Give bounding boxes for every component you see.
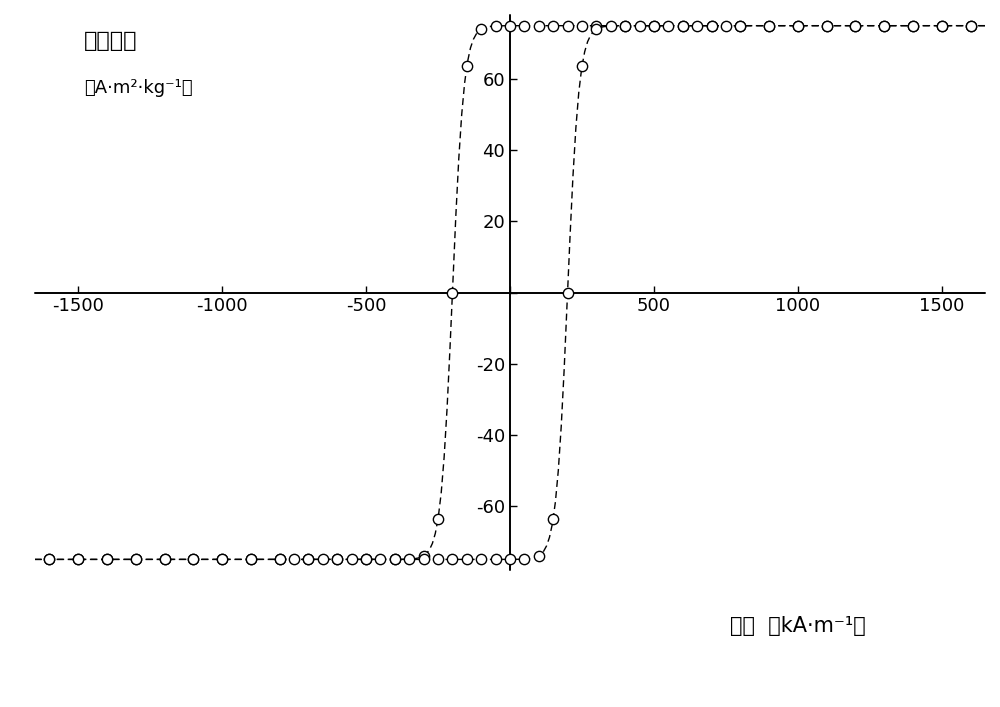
Point xyxy=(761,20,777,31)
Point xyxy=(646,20,662,31)
Point xyxy=(286,554,302,565)
Point xyxy=(675,20,691,31)
Point xyxy=(387,554,403,565)
Point xyxy=(358,554,374,565)
Point xyxy=(185,554,201,565)
Point xyxy=(761,20,777,31)
Point xyxy=(387,554,403,565)
Point xyxy=(430,513,446,525)
Point xyxy=(545,513,561,525)
Point xyxy=(372,554,388,565)
Point xyxy=(502,554,518,565)
Point xyxy=(905,20,921,31)
Point xyxy=(560,20,576,31)
Point xyxy=(99,554,115,565)
Point xyxy=(401,554,417,565)
Point xyxy=(300,554,316,565)
Point xyxy=(876,20,892,31)
Point xyxy=(790,20,806,31)
Point xyxy=(790,20,806,31)
Point xyxy=(488,21,504,32)
Point xyxy=(344,554,360,565)
Point xyxy=(416,554,432,565)
Point xyxy=(444,287,460,298)
Point xyxy=(41,554,57,565)
Point xyxy=(617,20,633,31)
Point xyxy=(531,20,547,31)
Point xyxy=(819,20,835,31)
Point xyxy=(516,20,532,31)
Point xyxy=(444,554,460,565)
Point xyxy=(459,554,475,565)
Point xyxy=(934,20,950,31)
Point xyxy=(99,554,115,565)
Point xyxy=(646,20,662,31)
Point xyxy=(963,20,979,31)
Point xyxy=(603,21,619,32)
Point xyxy=(329,554,345,565)
Point xyxy=(473,23,489,35)
Point xyxy=(588,23,604,35)
Point xyxy=(70,554,86,565)
Text: （A·m²·kg⁻¹）: （A·m²·kg⁻¹） xyxy=(84,79,193,97)
Point xyxy=(574,20,590,31)
Point xyxy=(459,61,475,72)
Point xyxy=(473,554,489,565)
Point xyxy=(157,554,173,565)
Point xyxy=(243,554,259,565)
Point xyxy=(588,20,604,31)
Point xyxy=(876,20,892,31)
Point xyxy=(732,20,748,31)
Point xyxy=(963,20,979,31)
Point xyxy=(70,554,86,565)
Point xyxy=(157,554,173,565)
Point xyxy=(358,554,374,565)
Point xyxy=(934,20,950,31)
Text: 磁化强度: 磁化强度 xyxy=(84,30,137,51)
Point xyxy=(905,20,921,31)
Point xyxy=(416,550,432,561)
Point xyxy=(502,20,518,31)
Point xyxy=(488,554,504,565)
Point xyxy=(214,554,230,565)
Point xyxy=(272,554,288,565)
Point xyxy=(531,550,547,561)
Point xyxy=(128,554,144,565)
Point xyxy=(329,554,345,565)
Point xyxy=(675,20,691,31)
Point xyxy=(545,20,561,31)
Point xyxy=(243,554,259,565)
Point xyxy=(847,20,863,31)
Point xyxy=(41,554,57,565)
Point xyxy=(689,20,705,31)
Point xyxy=(617,20,633,31)
Point xyxy=(516,554,532,565)
Point xyxy=(315,554,331,565)
Point xyxy=(704,20,720,31)
Point xyxy=(272,554,288,565)
Point xyxy=(430,554,446,565)
Point xyxy=(574,61,590,72)
Point xyxy=(819,20,835,31)
Point xyxy=(718,20,734,31)
Point xyxy=(128,554,144,565)
Point xyxy=(704,20,720,31)
Point xyxy=(632,20,648,31)
Point xyxy=(185,554,201,565)
Point xyxy=(847,20,863,31)
Text: 磁场  （kA·m⁻¹）: 磁场 （kA·m⁻¹） xyxy=(730,617,866,636)
Point xyxy=(560,287,576,298)
Point xyxy=(732,20,748,31)
Point xyxy=(214,554,230,565)
Point xyxy=(300,554,316,565)
Point xyxy=(660,20,676,31)
